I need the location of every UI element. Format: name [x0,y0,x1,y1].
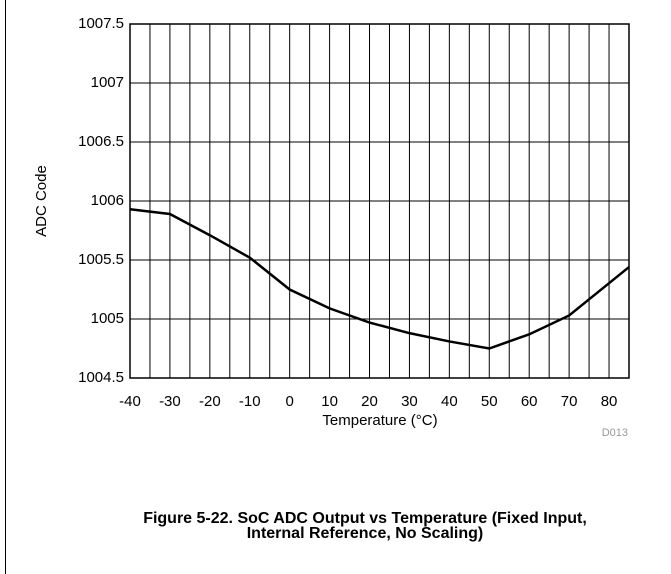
caption-line: Figure 5-22. SoC ADC Output vs Temperatu… [143,510,587,527]
y-tick-label: 1006 [91,192,124,209]
caption-line: Internal Reference, No Scaling) [247,525,484,542]
x-tick-label: 70 [561,393,578,410]
figure-code: D013 [602,427,628,439]
x-tick-label: 60 [521,393,538,410]
y-axis-label: ADC Code [33,165,50,237]
y-tick-label: 1007 [91,74,124,91]
x-tick-label: -30 [159,393,181,410]
x-tick-label: -40 [119,393,141,410]
x-tick-label: 40 [441,393,458,410]
x-tick-label: 50 [481,393,498,410]
y-tick-label: 1007.5 [78,15,124,32]
data-line [129,208,630,350]
x-tick-label: 10 [321,393,338,410]
x-tick-label: -10 [239,393,261,410]
y-tick-label: 1006.5 [78,133,124,150]
x-axis-label: Temperature (°C) [322,412,437,429]
x-tick-label: 30 [401,393,418,410]
y-tick-label: 1005.5 [78,251,124,268]
x-tick-label: 80 [601,393,618,410]
x-tick-label: -20 [199,393,221,410]
x-tick-label: 0 [286,393,294,410]
y-tick-label: 1005 [91,310,124,327]
y-tick-label: 1004.5 [78,369,124,386]
x-tick-label: 20 [361,393,378,410]
